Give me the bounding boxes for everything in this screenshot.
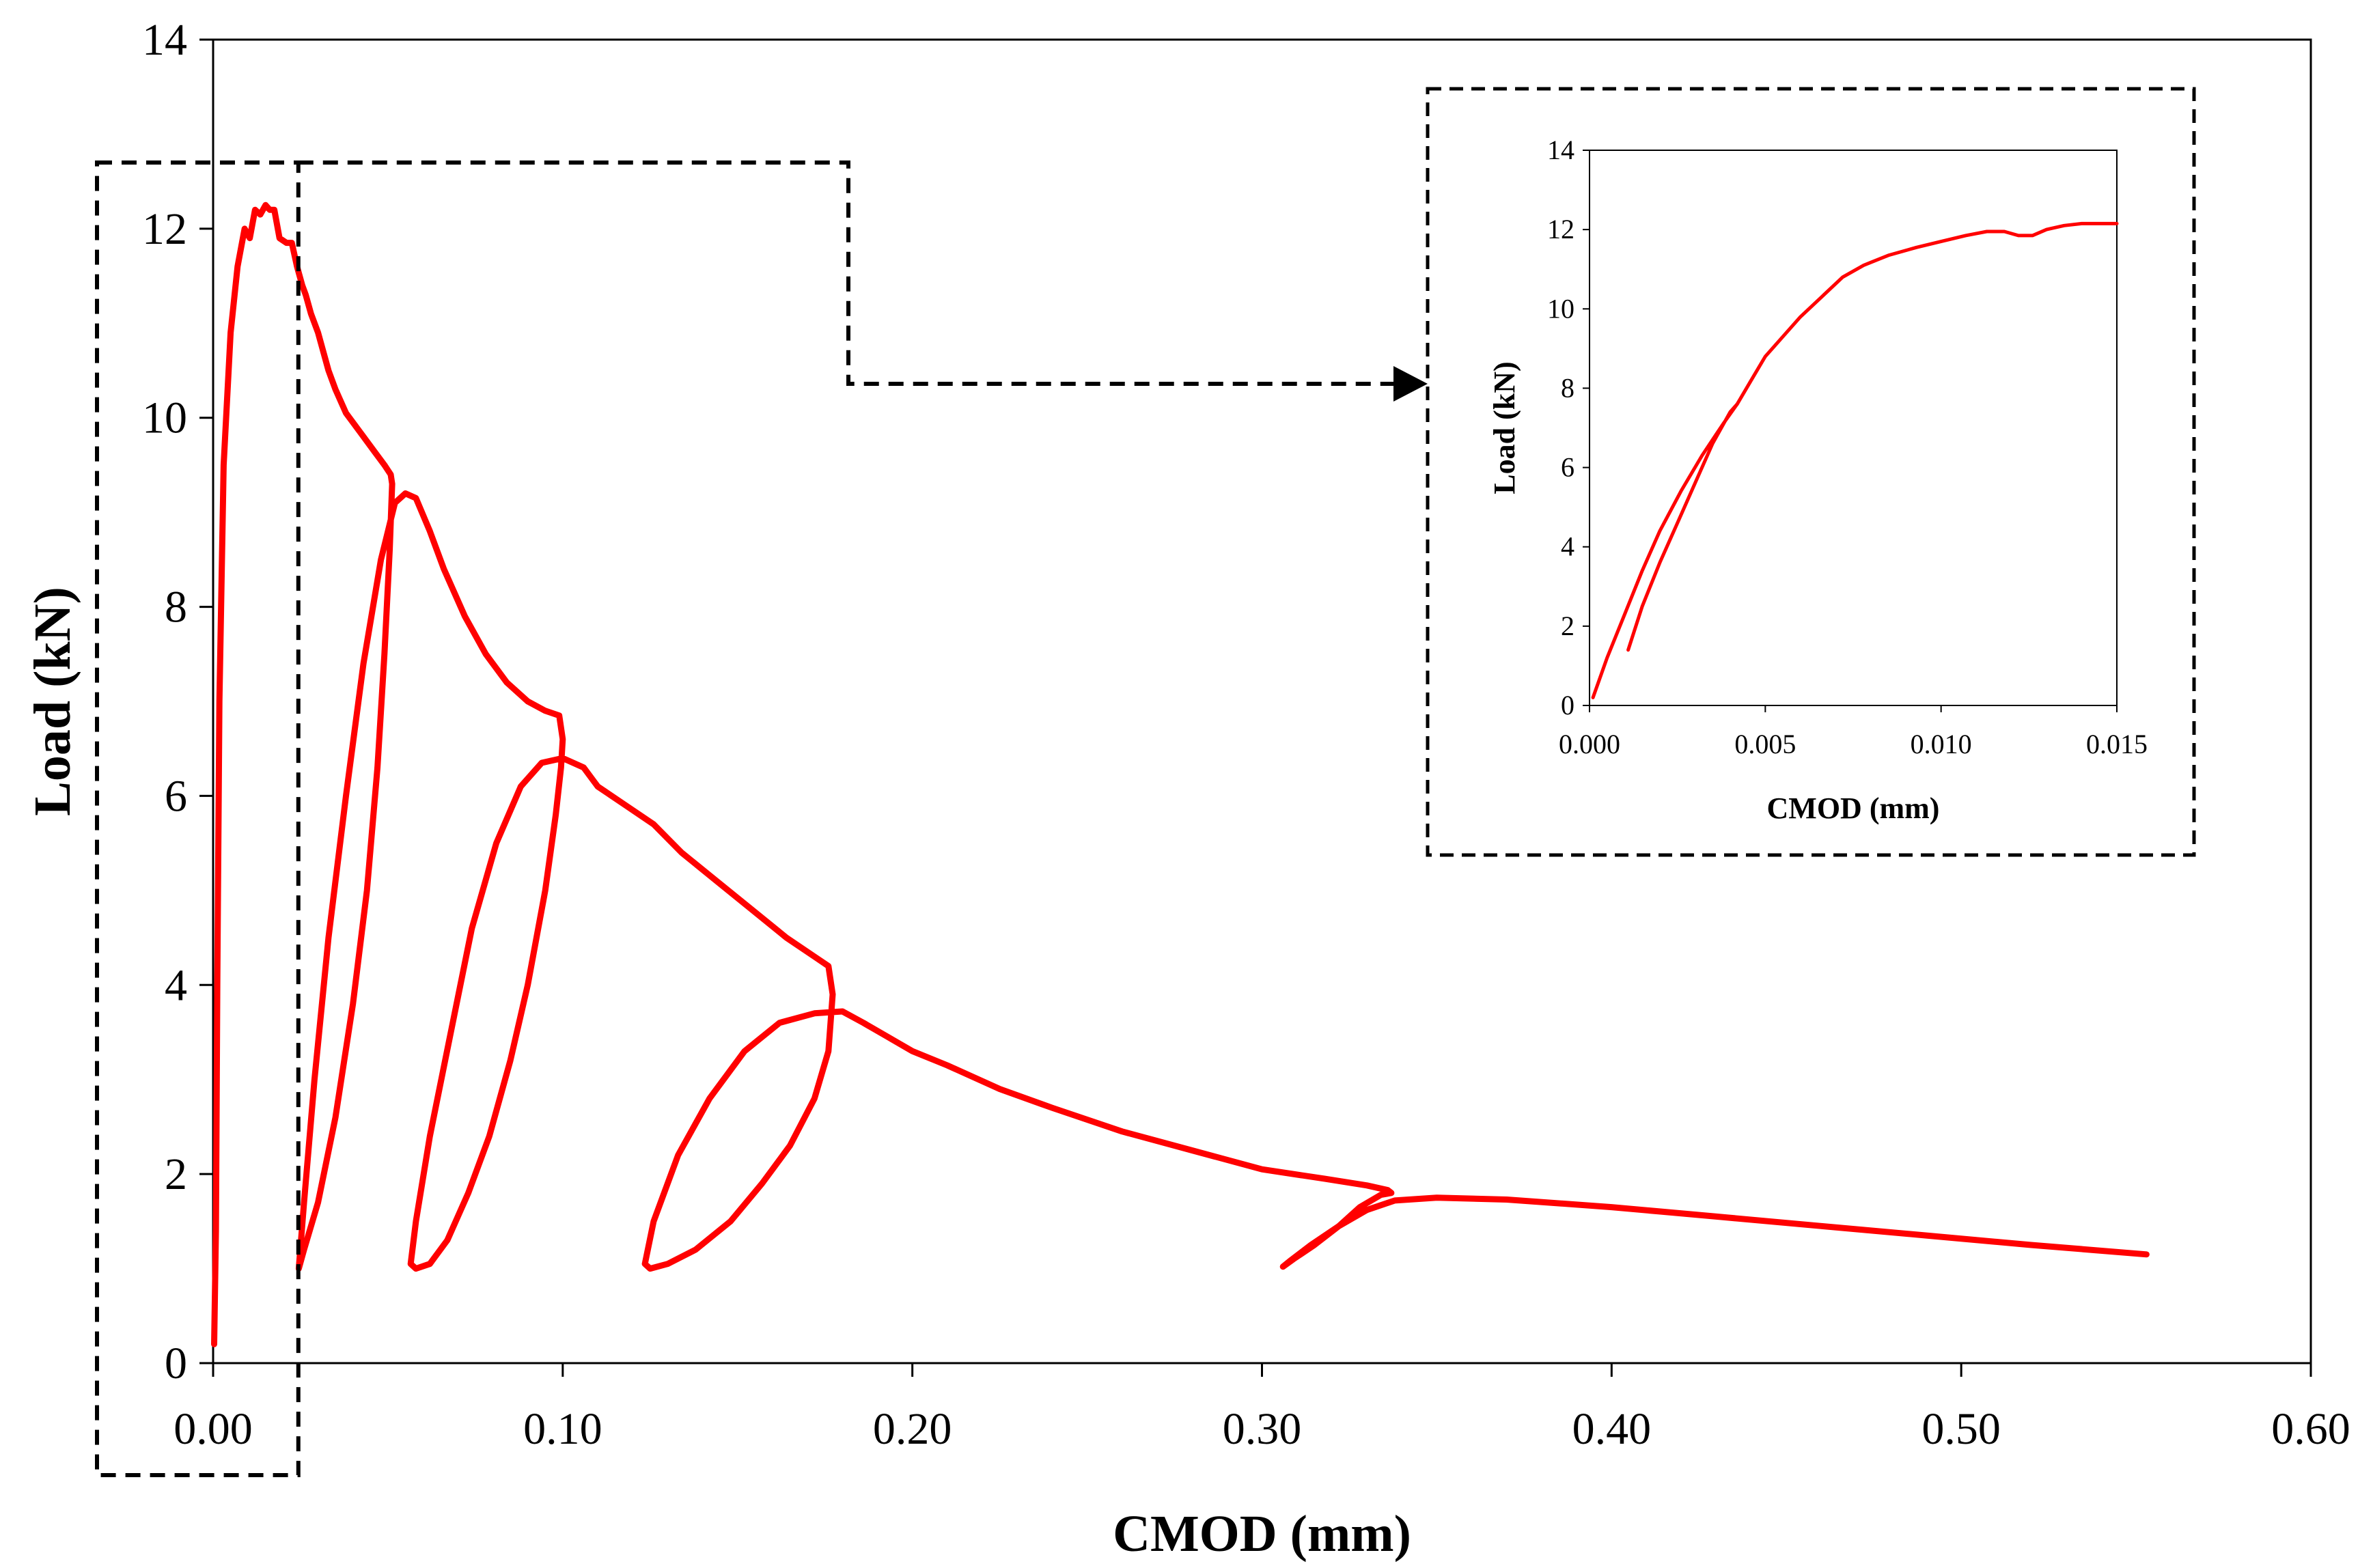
- inset-x-tick-label: 0.010: [1911, 729, 1972, 759]
- main-chart: 0 2 4 6 8 10 12 14 0.00 0.10 0.20 0.30 0.40 0.50 0.60…: [24, 15, 2350, 1563]
- main-x-tick-label: 0.50: [1921, 1404, 2001, 1454]
- main-x-tick-label: 0.60: [2271, 1404, 2350, 1454]
- inset-y-axis-title: Load (kN): [1488, 361, 1521, 494]
- inset-series-line-1: [1735, 221, 2119, 406]
- inset-x-tick-label: 0.005: [1734, 729, 1796, 759]
- inset-y-tick-label: 14: [1547, 135, 1574, 165]
- inset-x-axis-title: CMOD (mm): [1767, 792, 1940, 825]
- zoom-region-box: [95, 160, 301, 1477]
- main-x-axis-ticks: 0.00 0.10 0.20 0.30 0.40 0.50 0.60: [174, 1363, 2350, 1454]
- inset-y-tick-label: 12: [1547, 214, 1574, 244]
- main-y-axis-title: Load (kN): [24, 587, 81, 816]
- main-y-tick-label: 10: [142, 393, 187, 443]
- main-x-tick-label: 0.40: [1572, 1404, 1652, 1454]
- zoom-connector-line: [298, 160, 1400, 386]
- inset-dashed-border: [1426, 87, 2196, 857]
- main-y-tick-label: 8: [165, 583, 187, 632]
- main-x-tick-label: 0.00: [174, 1404, 253, 1454]
- inset-y-axis-ticks: 0 2 4 6 8 10 12 14: [1547, 135, 1590, 720]
- inset-x-tick-label: 0.015: [2086, 729, 2148, 759]
- inset-chart: 0 2 4 6 8 10 12 14 0.000 0.005 0.010 0.015 CMOD (m…: [1488, 135, 2148, 825]
- inset-y-tick-label: 2: [1561, 611, 1574, 641]
- inset-series-line-0: [1591, 402, 1739, 699]
- main-x-tick-label: 0.20: [873, 1404, 952, 1454]
- inset-y-tick-label: 0: [1561, 690, 1574, 720]
- inset-y-tick-label: 6: [1561, 452, 1574, 483]
- main-y-tick-label: 4: [165, 960, 187, 1010]
- main-x-tick-label: 0.30: [1223, 1404, 1302, 1454]
- main-series-line-0: [211, 201, 2150, 1347]
- main-series-layer: [211, 201, 2150, 1347]
- main-y-tick-label: 2: [165, 1149, 187, 1199]
- inset-plot-frame: [1589, 150, 2118, 706]
- zoom-arrowhead: [1393, 366, 1428, 402]
- main-x-tick-label: 0.10: [523, 1404, 602, 1454]
- inset-y-tick-label: 10: [1547, 293, 1574, 324]
- main-y-axis-ticks: 0 2 4 6 8 10 12 14: [142, 15, 213, 1388]
- main-y-tick-label: 14: [142, 15, 187, 65]
- main-y-tick-label: 12: [142, 204, 187, 254]
- inset-x-tick-label: 0.000: [1559, 729, 1620, 759]
- inset-y-tick-label: 4: [1561, 531, 1574, 562]
- inset-series-layer: [1591, 221, 2119, 699]
- inset-y-tick-label: 8: [1561, 372, 1574, 403]
- main-y-tick-label: 6: [165, 771, 187, 821]
- main-y-tick-label: 0: [165, 1339, 187, 1388]
- zoom-annotation: [95, 87, 2196, 1477]
- main-x-axis-title: CMOD (mm): [1113, 1505, 1411, 1563]
- inset-x-axis-ticks: 0.000 0.005 0.010 0.015: [1559, 705, 2148, 759]
